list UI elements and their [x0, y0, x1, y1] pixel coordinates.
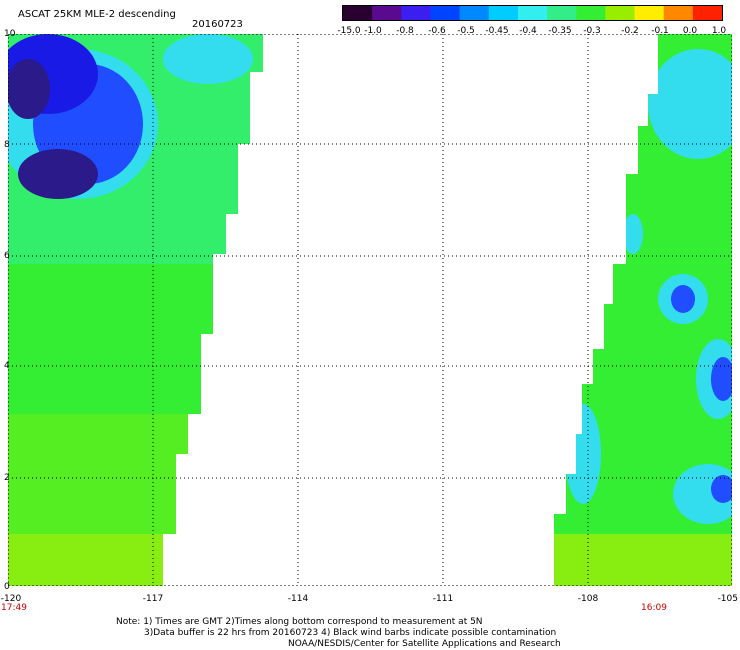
color-scale-labels: -15.0 -1.0 -0.8 -0.6 -0.5 -0.45 -0.4 -0.35 -0.3 -… — [0, 26, 740, 38]
color-scale-label: -0.3 — [583, 26, 601, 36]
color-scale-label: -0.2 — [621, 26, 639, 36]
map-date: 20160723 — [192, 19, 243, 30]
color-scale-swatch — [459, 6, 490, 20]
map-border — [8, 34, 732, 586]
color-scale-label: 1.0 — [711, 26, 727, 36]
color-scale-swatch — [605, 6, 636, 20]
color-scale-label: -0.5 — [457, 26, 475, 36]
latitude-tick-label: 0 — [4, 582, 10, 592]
color-scale-label: -0.8 — [396, 26, 414, 36]
color-scale-label: 0.0 — [682, 26, 698, 36]
color-scale-swatch — [692, 6, 722, 20]
longitude-tick-label: -105 — [717, 594, 738, 604]
color-scale-bar — [342, 5, 723, 21]
color-scale-label: -0.45 — [485, 26, 509, 36]
color-scale-label: -15.0 — [337, 26, 361, 36]
latitude-tick-label: 4 — [4, 361, 10, 371]
color-scale-swatch — [401, 6, 432, 20]
east-swath-time: 16:09 — [641, 603, 667, 613]
note-line-2: 3)Data buffer is 22 hrs from 20160723 4)… — [144, 628, 557, 638]
color-scale-swatch — [372, 6, 402, 20]
wind-map-plot — [8, 34, 732, 586]
latitude-tick-label: 10 — [4, 29, 16, 39]
color-scale-label: -0.4 — [519, 26, 537, 36]
note-line-3: NOAA/NESDIS/Center for Satellite Applica… — [288, 639, 561, 649]
west-swath-time: 17:49 — [1, 603, 27, 613]
color-scale-label: -0.6 — [428, 26, 446, 36]
west-swath — [8, 34, 263, 586]
longitude-tick-label: -111 — [432, 594, 454, 604]
color-scale-swatch — [576, 6, 606, 20]
color-scale-label: -0.1 — [651, 26, 669, 36]
longitude-tick-label: -114 — [287, 594, 309, 604]
longitude-tick-label: -120 — [0, 594, 22, 604]
color-scale-swatch — [517, 6, 548, 20]
color-scale-swatch — [634, 6, 665, 20]
longitude-tick-label: -117 — [142, 594, 164, 604]
east-swath — [554, 34, 732, 586]
color-scale-label: -1.0 — [364, 26, 382, 36]
color-scale-swatch — [430, 6, 461, 20]
map-title: ASCAT 25KM MLE-2 descending — [18, 9, 176, 20]
latitude-tick-label: 6 — [4, 251, 10, 261]
color-scale-swatch — [663, 6, 694, 20]
longitude-tick-label: -108 — [577, 594, 599, 604]
color-scale-swatch — [488, 6, 519, 20]
color-scale-swatch — [547, 6, 577, 20]
latitude-tick-label: 2 — [4, 473, 10, 483]
map-grid — [8, 34, 732, 586]
latitude-tick-label: 8 — [4, 140, 10, 150]
note-line-1: Note: 1) Times are GMT 2)Times along bot… — [116, 617, 483, 627]
color-scale-swatch — [343, 6, 373, 20]
color-scale-label: -0.35 — [548, 26, 572, 36]
